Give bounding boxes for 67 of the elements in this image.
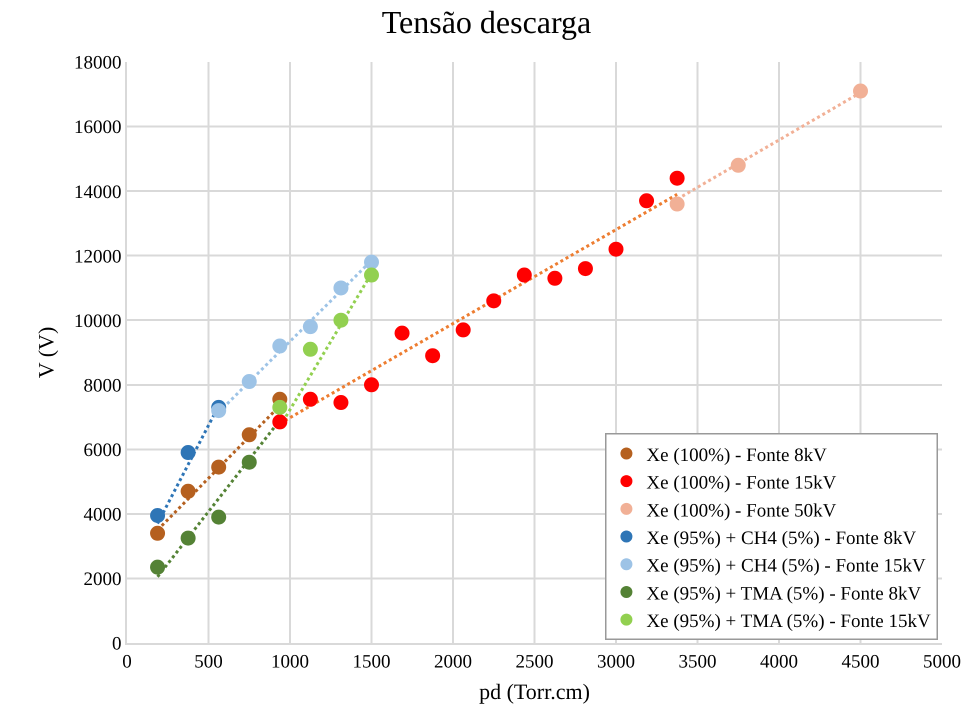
point [211,403,226,418]
legend-label: Xe (100%) - Fonte 50kV [646,500,837,522]
legend-label: Xe (95%) + TMA (5%) - Fonte 8kV [646,583,922,604]
point [302,342,318,357]
point [547,270,562,286]
legend-label: Xe (100%) - Fonte 8kV [646,444,828,466]
y-tick-label: 14000 [74,182,122,203]
y-tick-label: 8000 [83,375,122,396]
x-axis-title: pd (Torr.cm) [479,678,590,704]
point [639,193,654,208]
point [425,348,440,364]
point [242,454,257,470]
point [180,530,196,546]
x-tick-label: 1000 [271,652,309,673]
y-tick-label: 10000 [74,310,122,332]
x-tick-label: 1500 [352,652,390,673]
point [394,326,410,341]
point [211,510,226,525]
point [853,84,868,99]
point [150,560,166,575]
point [242,374,257,390]
y-tick-label: 6000 [83,440,122,461]
x-tick-label: 4500 [842,652,880,673]
point [211,460,226,475]
x-tick-label: 3000 [597,652,635,673]
legend-label: Xe (95%) + TMA (5%) - Fonte 15kV [646,611,931,632]
legend-label: Xe (95%) + CH4 (5%) - Fonte 15kV [646,556,926,577]
x-tick-label: 500 [194,652,223,673]
point [180,484,196,499]
point [242,427,257,442]
y-tick-label: 2000 [83,569,122,590]
point [272,338,288,354]
y-tick-label: 16000 [74,117,122,138]
legend-label: Xe (100%) - Fonte 15kV [646,472,837,494]
point [150,526,166,541]
point [364,254,379,270]
point [364,377,379,392]
point [180,445,196,460]
point [272,400,288,415]
y-tick-label: 18000 [74,52,122,74]
point [333,280,348,296]
y-tick-label: 12000 [74,246,122,268]
chart-title: Tensão descarga [382,4,592,40]
y-axis-title: V (V) [33,326,58,378]
point [150,508,166,523]
point [578,261,593,276]
x-tick-label: 2000 [434,652,472,673]
point [516,268,532,283]
point [670,196,685,212]
point [333,395,348,410]
x-tick-label: 4000 [760,652,798,673]
y-tick-label: 0 [112,634,122,655]
x-tick-label: 2500 [516,652,554,673]
y-tick-label: 4000 [83,504,122,526]
point [456,322,471,338]
x-tick-label: 5000 [923,652,961,673]
point [486,293,502,308]
point [670,170,685,186]
point [608,242,624,257]
x-tick-label: 3500 [678,652,716,673]
point [272,414,288,430]
point [302,392,318,407]
point [302,319,318,334]
point [364,268,379,283]
legend-label: Xe (95%) + CH4 (5%) - Fonte 8kV [646,528,917,549]
point [730,158,746,173]
point [333,312,348,328]
